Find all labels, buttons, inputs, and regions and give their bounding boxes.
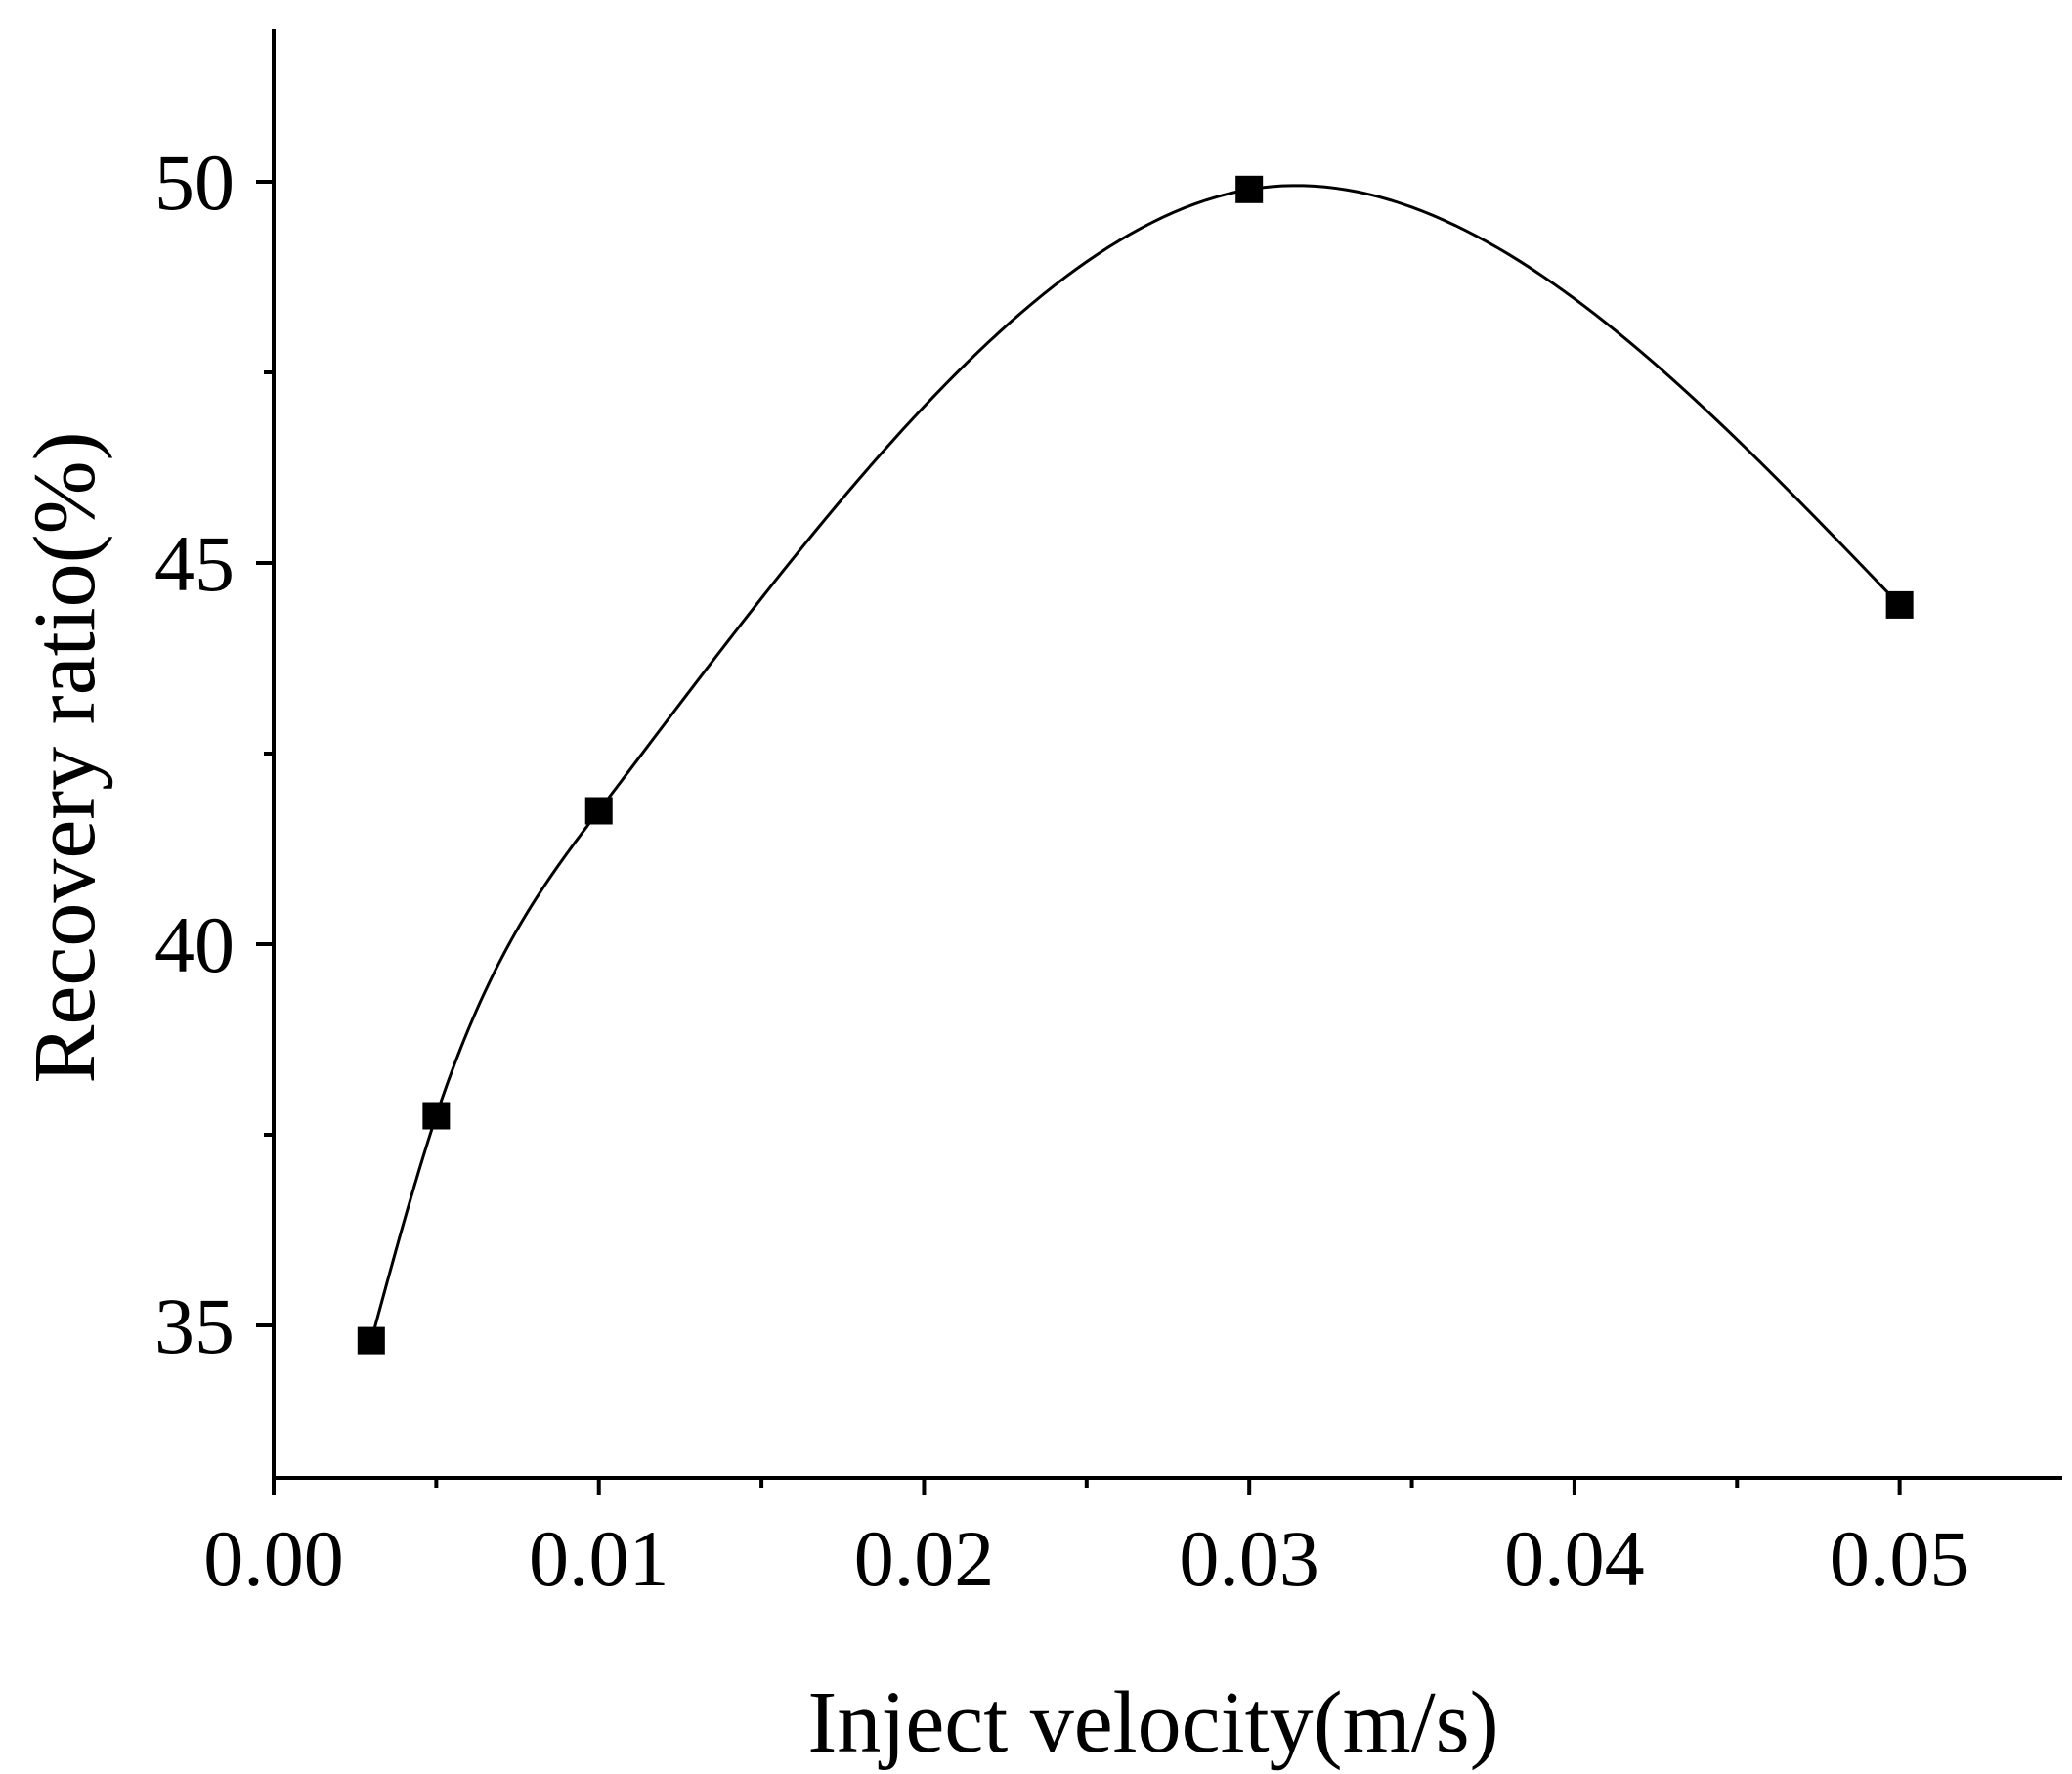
x-tick-label: 0.03 <box>1179 1514 1319 1603</box>
x-tick-label: 0.04 <box>1504 1514 1645 1603</box>
series-line <box>369 184 1901 1341</box>
y-ticks: 35 40 45 50 <box>154 138 274 1370</box>
data-point-marker <box>584 797 613 825</box>
data-point-marker <box>357 1326 385 1355</box>
x-ticks: 0.00 0.01 0.02 0.03 0.04 0.05 <box>203 1478 1969 1603</box>
x-tick-label: 0.02 <box>854 1514 995 1603</box>
data-point-marker <box>1235 175 1264 203</box>
data-point-marker <box>422 1102 451 1130</box>
y-tick-label: 40 <box>154 900 235 989</box>
y-tick-label: 50 <box>154 138 235 227</box>
y-tick-label: 35 <box>154 1281 235 1370</box>
x-tick-label: 0.05 <box>1830 1514 1970 1603</box>
axes <box>272 29 2062 1480</box>
series <box>357 175 1914 1355</box>
x-axis-label: Inject velocity(m/s) <box>807 1674 1498 1771</box>
x-tick-label: 0.01 <box>529 1514 669 1603</box>
y-axis-label: Recovery ratio(%) <box>17 431 113 1083</box>
data-point-marker <box>1885 590 1914 619</box>
x-tick-label: 0.00 <box>203 1514 344 1603</box>
y-tick-label: 45 <box>154 519 235 608</box>
